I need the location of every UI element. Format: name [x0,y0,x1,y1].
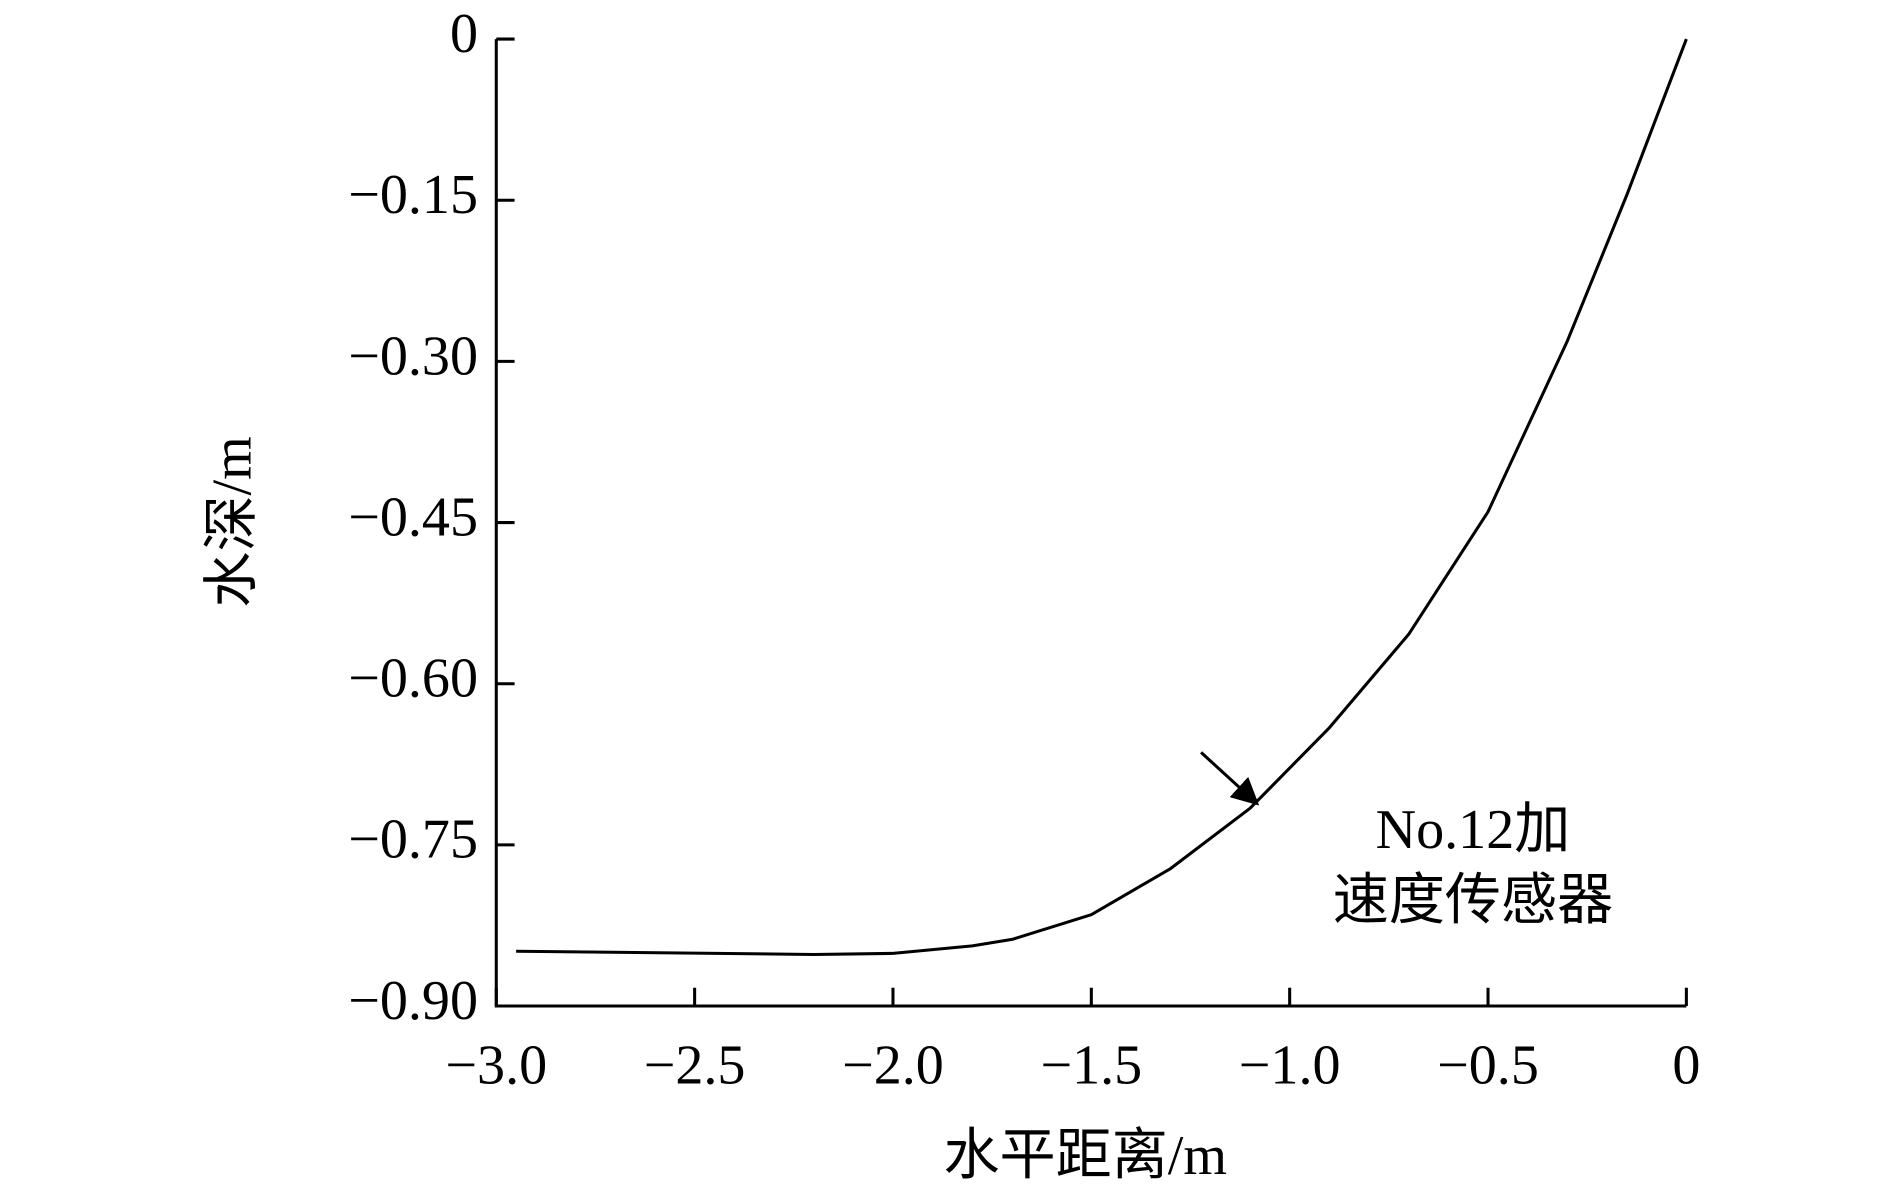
x-tick-label: −1.5 [1040,1035,1142,1097]
y-tick-label: −0.90 [348,970,478,1032]
x-tick-label: −0.5 [1437,1035,1539,1097]
y-axis-label: 水深/m [202,436,264,607]
annotation-arrow [1200,751,1260,806]
data-line [516,38,1688,956]
y-tick-label: −0.45 [348,486,478,548]
y-tick-label: 0 [450,3,478,65]
annotation: No.12加 [1376,799,1571,861]
x-tick-label: 0 [1672,1035,1700,1097]
y-tick-label: −0.75 [348,809,478,871]
y-tick-label: −0.15 [348,164,478,226]
annotation: 速度传感器 [1333,870,1613,932]
x-tick-label: −3.0 [445,1035,547,1097]
x-tick-label: −2.5 [644,1035,746,1097]
x-tick-label: −1.0 [1239,1035,1341,1097]
y-tick-label: −0.60 [348,648,478,710]
y-tick-label: −0.30 [348,325,478,387]
x-tick-label: −2.0 [842,1035,944,1097]
x-axis-label: 水平距离/m [943,1125,1227,1187]
